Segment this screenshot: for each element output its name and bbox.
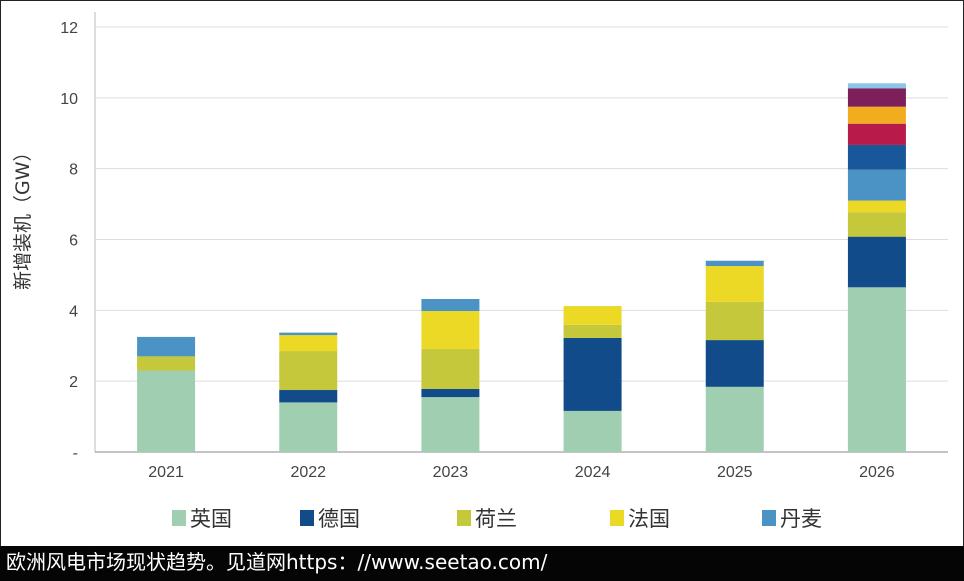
bar-segment-法国-2022 [279, 335, 338, 352]
bar-segment-英国-2021 [137, 370, 196, 452]
bar-segment-series-9-2026 [847, 83, 906, 89]
bar-segment-德国-2023 [421, 388, 480, 398]
bar-segment-德国-2024 [563, 337, 622, 411]
legend-label: 英国 [190, 507, 232, 531]
y-tick-label: 4 [69, 303, 78, 320]
bar-segment-series-7-2026 [847, 106, 906, 124]
legend-swatch [457, 510, 471, 526]
bar-segment-丹麦-2021 [137, 336, 196, 357]
bar-segment-series-5-2026 [847, 144, 906, 170]
bar-segment-英国-2026 [847, 287, 906, 452]
y-axis-label: 新增装机（GW） [12, 142, 34, 290]
bar-segment-法国-2026 [847, 200, 906, 213]
bar-segment-荷兰-2021 [137, 356, 196, 371]
bar-segment-英国-2022 [279, 402, 338, 452]
x-tick-label: 2022 [290, 464, 326, 481]
bar-segment-series-6-2026 [847, 123, 906, 145]
bar-segment-英国-2024 [563, 410, 622, 452]
x-tick-label: 2023 [433, 464, 469, 481]
legend-item: 法国 [610, 503, 670, 533]
bar-segment-法国-2023 [421, 311, 480, 349]
legend-swatch [300, 510, 314, 526]
legend-label: 德国 [318, 507, 360, 531]
legend-label: 丹麦 [780, 507, 822, 531]
legend-label: 荷兰 [475, 507, 517, 531]
bar-segment-荷兰-2024 [563, 324, 622, 338]
bar-segment-英国-2025 [705, 386, 764, 452]
bar-segment-丹麦-2023 [421, 299, 480, 312]
bar-segment-德国-2022 [279, 390, 338, 403]
bar-segment-丹麦-2025 [705, 260, 764, 267]
y-tick-label: 12 [60, 20, 78, 37]
bar-segment-丹麦-2026 [847, 169, 906, 201]
bar-segment-丹麦-2022 [279, 332, 338, 336]
y-tick-label: 8 [69, 162, 78, 179]
bar-segment-荷兰-2026 [847, 212, 906, 237]
bar-segment-法国-2024 [563, 306, 622, 325]
y-tick-label: - [73, 445, 78, 462]
y-tick-label: 6 [69, 233, 78, 250]
bar-segment-英国-2023 [421, 397, 480, 452]
bar-segment-series-8-2026 [847, 88, 906, 107]
bar-segment-荷兰-2022 [279, 351, 338, 391]
legend-item: 荷兰 [457, 503, 517, 533]
x-tick-label: 2024 [575, 464, 611, 481]
y-tick-label: 10 [60, 91, 78, 108]
x-tick-label: 2026 [859, 464, 895, 481]
legend-swatch [172, 510, 186, 526]
bar-segment-德国-2025 [705, 340, 764, 387]
caption-banner: 欧洲风电市场现状趋势。见道网https：//www.seetao.com/ [0, 546, 964, 581]
legend-item: 英国 [172, 503, 232, 533]
legend-item: 丹麦 [762, 503, 822, 533]
legend-item: 德国 [300, 503, 360, 533]
x-tick-label: 2021 [148, 464, 184, 481]
legend-label: 法国 [628, 507, 670, 531]
legend-swatch [610, 510, 624, 526]
legend: 英国 德国 荷兰 法国 丹麦 [172, 503, 932, 533]
bar-segment-荷兰-2025 [705, 301, 764, 341]
bar-segment-法国-2025 [705, 266, 764, 302]
x-tick-label: 2025 [717, 464, 753, 481]
bar-segment-德国-2026 [847, 236, 906, 288]
legend-swatch [762, 510, 776, 526]
y-tick-label: 2 [69, 374, 78, 391]
bar-segment-荷兰-2023 [421, 348, 480, 389]
